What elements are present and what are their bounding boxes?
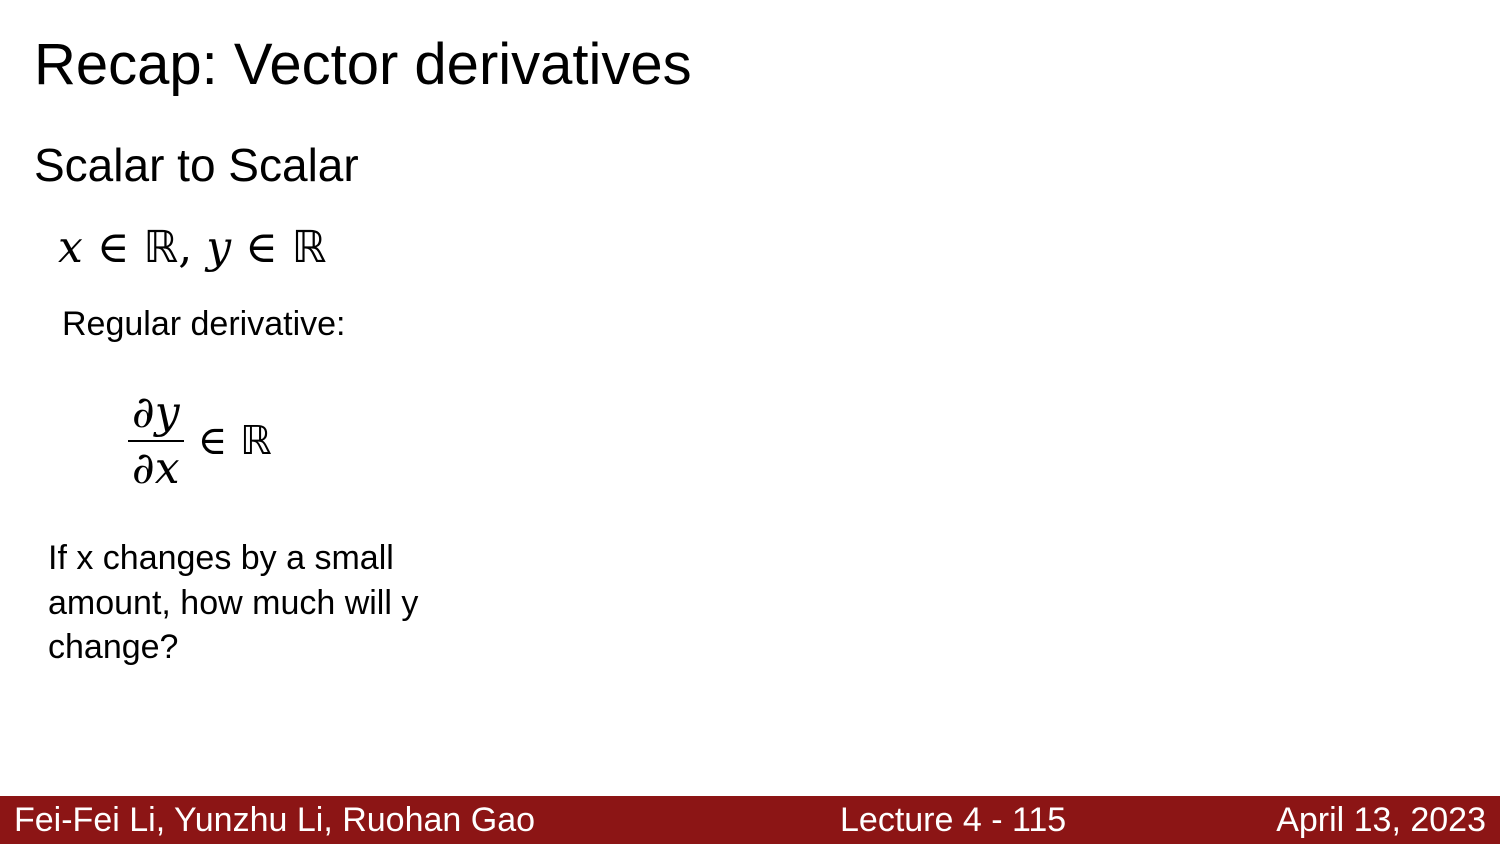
slide-footer: Fei-Fei Li, Yunzhu Li, Ruohan Gao Lectur… [0,796,1500,844]
math-element-of-symbol: ∈ [197,418,240,464]
math-element-of-symbol: ∈ [82,222,144,273]
footer-date: April 13, 2023 [1276,801,1486,839]
math-separator: , [178,222,207,273]
math-variable-x: x [58,222,83,273]
fraction-denominator: ∂x [132,443,180,494]
explanation-text: If x changes by a small amount, how much… [48,539,419,666]
math-variable-y: y [206,222,232,273]
domain-equation: x ∈ ℝ, y ∈ ℝ [58,220,326,276]
math-real-set-symbol: ℝ [239,418,272,464]
slide-subtitle: Scalar to Scalar [34,139,359,191]
slide-title: Recap: Vector derivatives [34,32,692,97]
footer-lecture-number: Lecture 4 - 115 [840,801,1067,839]
fraction-bar [128,440,184,442]
derivative-codomain: ∈ ℝ [198,418,272,464]
math-element-of-symbol: ∈ [231,222,292,273]
math-real-set-symbol: ℝ [291,222,327,273]
fraction-numerator: ∂y [132,387,180,438]
derivative-equation: ∂y ∂x ∈ ℝ [128,386,272,496]
derivative-label: Regular derivative: [62,305,346,343]
derivative-fraction: ∂y ∂x [128,388,184,494]
footer-authors: Fei-Fei Li, Yunzhu Li, Ruohan Gao [14,801,536,839]
math-real-set-symbol: ℝ [143,222,179,273]
